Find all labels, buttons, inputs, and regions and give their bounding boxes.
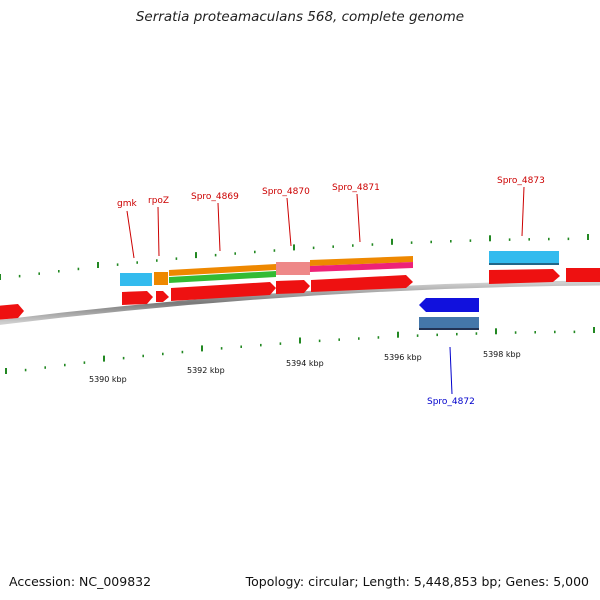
label-gmk[interactable]: gmk: [117, 199, 137, 209]
gene-gmk[interactable]: [120, 273, 152, 286]
gene-rpoZ[interactable]: [154, 272, 168, 285]
cds-right-edge[interactable]: [566, 268, 600, 282]
label-line-spro-4873: [521, 186, 525, 237]
map-title: Serratia proteamaculans 568, complete ge…: [135, 9, 465, 25]
label-spro-4873[interactable]: Spro_4873: [497, 176, 545, 186]
scale-label-5394: 5394 kbp: [286, 359, 324, 368]
label-rpoZ[interactable]: rpoZ: [148, 196, 169, 206]
label-line-spro-4870: [286, 197, 292, 247]
topology-text: Topology: circular; Length: 5,448,853 bp…: [245, 574, 589, 589]
cds-rpoZ[interactable]: [156, 291, 169, 302]
label-spro-4871[interactable]: Spro_4871: [332, 183, 380, 193]
cds-spro-4869[interactable]: [171, 282, 276, 301]
scale-label-5390: 5390 kbp: [89, 375, 127, 384]
label-line-rpoZ: [157, 206, 160, 257]
label-line-spro-4872: [449, 346, 453, 395]
label-line-gmk: [126, 210, 135, 259]
feature-spro-4871-magenta[interactable]: [310, 262, 413, 272]
gene-spro-4873-shadow: [489, 263, 559, 265]
feature-spro-4869-orange[interactable]: [169, 264, 276, 276]
label-spro-4870[interactable]: Spro_4870: [262, 187, 310, 197]
cds-spro-4873[interactable]: [489, 269, 560, 284]
feature-spro-4871-orange[interactable]: [310, 256, 413, 266]
scale-label-5392: 5392 kbp: [187, 366, 225, 375]
genome-backbone: [0, 280, 600, 325]
label-spro-4869[interactable]: Spro_4869: [191, 192, 239, 202]
feature-spro-4869-green[interactable]: [169, 271, 276, 283]
gene-spro-4870[interactable]: [276, 262, 310, 275]
gene-spro-4872-shadow: [419, 328, 479, 330]
label-line-spro-4869: [217, 202, 221, 252]
inner-tick-marks: [5, 327, 595, 374]
scale-label-5398: 5398 kbp: [483, 350, 521, 359]
label-spro-4872[interactable]: Spro_4872: [427, 397, 475, 407]
cds-spro-4870[interactable]: [276, 280, 310, 294]
gene-spro-4873[interactable]: [489, 251, 559, 264]
cds-spro-4871[interactable]: [311, 275, 413, 292]
outer-tick-marks: [0, 234, 589, 280]
cds-spro-4872[interactable]: [419, 298, 479, 312]
label-line-spro-4871: [356, 193, 361, 243]
scale-label-5396: 5396 kbp: [384, 353, 422, 362]
cds-gmk[interactable]: [122, 291, 153, 305]
gene-spro-4872[interactable]: [419, 317, 479, 329]
accession-text: Accession: NC_009832: [9, 574, 152, 589]
cds-arrow-left-edge[interactable]: [0, 304, 24, 320]
